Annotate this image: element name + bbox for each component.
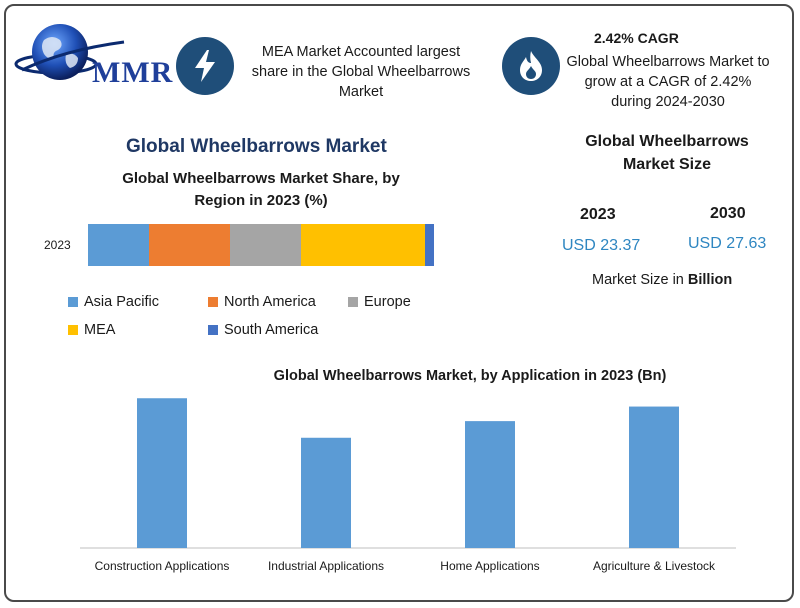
- legend-label: Asia Pacific: [84, 294, 159, 310]
- bar-industrial-applications: [301, 437, 351, 548]
- year-2030: 2030: [710, 205, 746, 222]
- lightning-icon: [176, 37, 234, 95]
- legend-label: Europe: [364, 294, 411, 310]
- x-tick-label: Home Applications: [440, 559, 539, 573]
- legend-swatch: [208, 325, 218, 335]
- stack-segment-mea: [300, 224, 426, 266]
- region-stacked-bar: [88, 224, 434, 266]
- bar-agriculture-livestock: [629, 406, 679, 548]
- stack-category-label: 2023: [44, 238, 71, 252]
- section-heading: Global Wheelbarrows Market: [126, 136, 387, 157]
- legend-item: South America: [208, 322, 318, 338]
- cagr-title: 2.42% CAGR: [594, 30, 679, 46]
- region-chart-title: Global Wheelbarrows Market Share, by Reg…: [122, 170, 400, 209]
- stack-segment-north-america: [148, 224, 230, 266]
- legend-label: South America: [224, 322, 319, 338]
- x-tick-label: Industrial Applications: [268, 559, 384, 573]
- stack-segment-europe: [229, 224, 301, 266]
- x-tick-label: Construction Applications: [95, 559, 230, 573]
- note-prefix: Market Size in: [592, 272, 684, 288]
- legend-item: MEA: [68, 322, 115, 338]
- note-unit: Billion: [687, 272, 733, 288]
- bar-construction-applications: [137, 398, 187, 548]
- legend-item: Europe: [348, 294, 411, 310]
- legend-label: North America: [224, 294, 316, 310]
- globe-icon: [14, 24, 125, 80]
- legend-swatch: [348, 297, 358, 307]
- market-size-note: Market Size in Billion: [592, 272, 732, 288]
- legend-item: Asia Pacific: [68, 294, 159, 310]
- stack-segment-south-america: [425, 224, 434, 266]
- bar-home-applications: [465, 421, 515, 548]
- mmr-logo: MMR: [14, 20, 172, 90]
- stack-segment-asia-pacific: [88, 224, 149, 266]
- cagr-text: Global Wheelbarrows Market to grow at a …: [566, 54, 770, 110]
- legend-label: MEA: [84, 322, 116, 338]
- legend-item: North America: [208, 294, 316, 310]
- value-2023: USD 23.37: [562, 237, 641, 254]
- legend-swatch: [208, 297, 218, 307]
- market-size-title: Global Wheelbarrows Market Size: [585, 133, 749, 173]
- legend-swatch: [68, 325, 78, 335]
- x-tick-label: Agriculture & Livestock: [593, 559, 716, 573]
- logo-text: MMR: [92, 56, 174, 89]
- value-2030: USD 27.63: [688, 235, 767, 252]
- application-chart-title: Global Wheelbarrows Market, by Applicati…: [273, 368, 667, 384]
- flame-icon: [502, 37, 560, 95]
- infographic-frame: [4, 4, 794, 602]
- legend-swatch: [68, 297, 78, 307]
- mea-share-text: MEA Market Accounted largest share in th…: [251, 44, 471, 100]
- year-2023: 2023: [580, 206, 616, 223]
